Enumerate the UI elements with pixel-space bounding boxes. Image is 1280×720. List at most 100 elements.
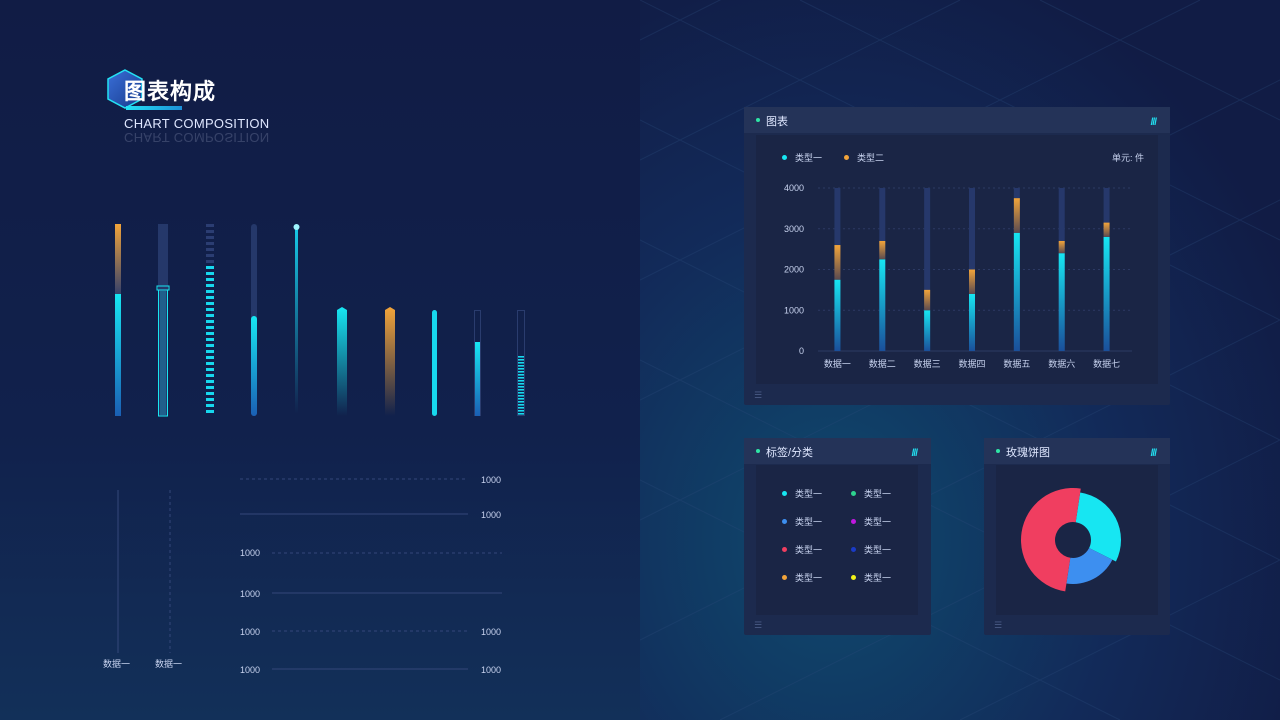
legend-swatch (844, 155, 849, 160)
line-value: 1000 (481, 627, 501, 637)
chart-panel-header: 图表 /// (744, 107, 1170, 133)
col-label: 数据一 (155, 658, 182, 669)
bar-segment (206, 278, 214, 281)
tag-label: 类型一 (864, 517, 892, 527)
bar-segment (206, 260, 214, 263)
bar-segment (206, 326, 214, 329)
title-underline (126, 106, 182, 110)
bar-segment (206, 266, 214, 269)
bar-segment (518, 398, 524, 400)
bar-segment (206, 356, 214, 359)
line-style-showcase: 数据一 数据一 1000 1000 1000 1000 1000 1000 10… (103, 475, 502, 675)
panel-foot-icon: ☰ (754, 390, 763, 400)
x-tick-label: 数据六 (1048, 358, 1075, 369)
bar-style-3 (206, 224, 214, 413)
bar-segment (518, 410, 524, 412)
bar-segment (206, 338, 214, 341)
left-section (0, 0, 640, 720)
bar-segment (206, 242, 214, 245)
bar-series-2 (879, 240, 886, 260)
bar-segment (206, 236, 214, 239)
tag-dot (782, 519, 787, 524)
tag-panel: 标签/分类 /// 类型一 类型一 类型一 类型一 类型一 类型一 类型一 类型一 ☰ (744, 438, 931, 635)
bar-style-4 (251, 224, 257, 416)
bar-segment (518, 395, 524, 397)
tag-item: 类型一 (782, 543, 822, 556)
bar-style-5 (293, 224, 300, 414)
page-header: 图表构成 CHART COMPOSITION CHART COMPOSITION (104, 66, 364, 146)
bar-segment (518, 359, 524, 361)
line-value: 1000 (240, 548, 260, 558)
bar-segment (206, 254, 214, 257)
bar-segment (518, 371, 524, 373)
tag-label: 类型一 (795, 573, 823, 583)
x-tick-label: 数据七 (1093, 358, 1120, 369)
page-subtitle-reflection: CHART COMPOSITION (124, 130, 270, 145)
hexagon-icon (107, 69, 143, 109)
panel-marks: /// (911, 448, 918, 459)
bar-segment (206, 374, 214, 377)
rose-panel-body (996, 465, 1158, 615)
bar-track (924, 188, 931, 351)
bar-style-2 (156, 224, 170, 417)
bar-segment (206, 224, 214, 227)
bar-series-1 (969, 293, 975, 351)
bar-series-1 (1103, 236, 1110, 351)
line-value: 1000 (240, 665, 260, 675)
tag-dot (851, 547, 856, 552)
bar-segment (518, 413, 524, 415)
bar-segment (518, 407, 524, 409)
bar-series-1 (879, 259, 886, 351)
rose-pie-panel: 玫瑰饼图 /// ☰ (984, 438, 1170, 635)
tag-dot (782, 491, 787, 496)
bar-style-showcase (115, 224, 525, 417)
bar-segment (518, 404, 524, 406)
legend-label: 类型二 (857, 153, 885, 163)
bar-segment (206, 302, 214, 305)
stacked-bar-chart: 0 1000 2000 3000 4000 数据一 数据二 数据三 数据四 数据五 数据六 数据七 (784, 183, 1132, 369)
rose-panel-title: 玫瑰饼图 (1006, 447, 1050, 459)
x-tick-label: 数据五 (1003, 358, 1030, 369)
tag-label: 类型一 (795, 489, 823, 499)
bar-segment (206, 362, 214, 365)
tag-item: 类型一 (851, 487, 891, 500)
tag-item: 类型一 (851, 543, 891, 556)
tag-dot (782, 547, 787, 552)
tag-label: 类型一 (795, 545, 823, 555)
bar-series-1 (1013, 232, 1020, 351)
status-dot (996, 449, 1000, 453)
bar-style-1 (115, 224, 121, 416)
tag-item: 类型一 (851, 571, 891, 584)
rose-panel-header: 玫瑰饼图 /// (984, 438, 1170, 464)
tag-dot (851, 519, 856, 524)
bar-series-2 (924, 289, 931, 311)
line-value: 1000 (240, 589, 260, 599)
bar-segment (518, 368, 524, 370)
tag-panel-body: 类型一 类型一 类型一 类型一 类型一 类型一 类型一 类型一 (756, 465, 918, 615)
bar-segment (518, 389, 524, 391)
bar-style-10 (517, 310, 525, 416)
bar-segment (518, 383, 524, 385)
tag-item: 类型一 (782, 571, 822, 584)
bar-segment (518, 392, 524, 394)
tag-label: 类型一 (864, 489, 892, 499)
bar-segment (206, 248, 214, 251)
bar-segment (206, 308, 214, 311)
page-title: 图表构成 (124, 80, 217, 105)
legend-item: 类型二 (844, 151, 884, 164)
col-label: 数据一 (103, 658, 130, 669)
tag-dot (851, 575, 856, 580)
tag-label: 类型一 (864, 573, 892, 583)
chart-panel-body: 类型一 类型二 单元: 件 0 1000 2000 3000 4000 数据一 数据二 数据三… (756, 135, 1158, 384)
y-tick-label: 2000 (784, 265, 804, 275)
tag-item: 类型一 (782, 487, 822, 500)
chart-panel: 图表 /// 类型一 类型二 单元: 件 0 1000 2000 3000 4000 数据… (744, 107, 1170, 405)
tag-dot (851, 491, 856, 496)
tag-panel-title: 标签/分类 (766, 447, 814, 459)
legend-swatch (782, 155, 787, 160)
rose-pie-chart (1021, 488, 1121, 592)
bar-series-1 (1058, 253, 1065, 351)
x-tick-label: 数据一 (824, 358, 851, 369)
bar-segment (518, 377, 524, 379)
unit-label: 单元: 件 (1111, 153, 1144, 163)
